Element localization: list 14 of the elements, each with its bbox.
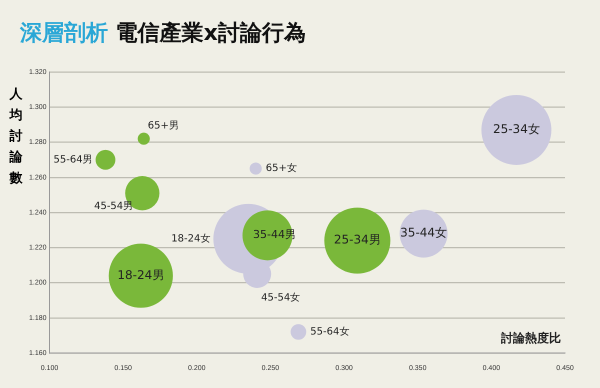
series-label: 65+女 — [266, 162, 297, 174]
series-label: 65+男 — [148, 120, 179, 132]
series-label: 18-24男 — [117, 268, 164, 282]
y-axis-title: 人均討論數 — [8, 86, 24, 188]
x-axis-title: 討論熱度比 — [500, 331, 561, 346]
series-label: 18-24女 — [171, 232, 210, 244]
chart-title: 深層剖析 電信產業x討論行為 — [20, 20, 306, 48]
series-label: 25-34男 — [334, 232, 381, 247]
series-label: 35-44女 — [400, 226, 448, 240]
series-label: 55-64男 — [54, 154, 93, 166]
series-label: 45-54女 — [261, 292, 300, 304]
series-label: 55-64女 — [310, 326, 350, 338]
series-label: 45-54男 — [94, 200, 134, 212]
series-label: 25-34女 — [492, 122, 540, 136]
